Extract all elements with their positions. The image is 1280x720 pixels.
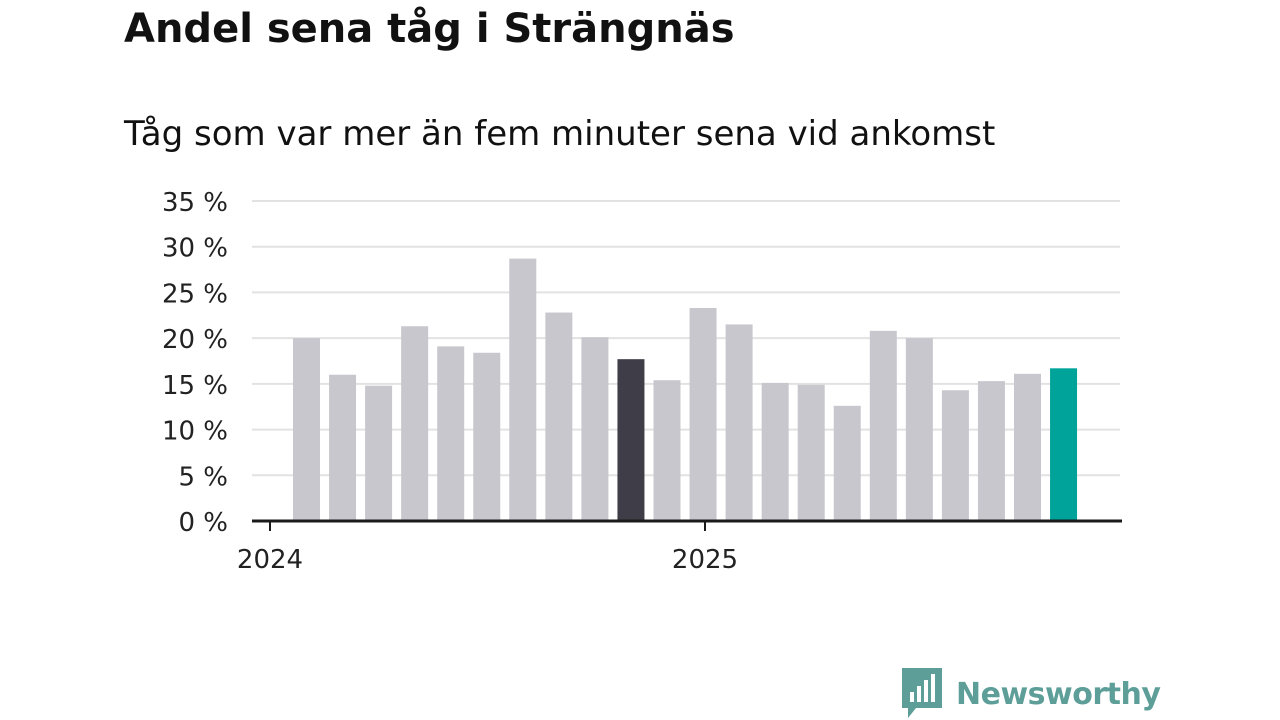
bar xyxy=(725,324,753,521)
y-tick-label: 15 % xyxy=(162,371,228,401)
bar xyxy=(1050,368,1078,521)
bar xyxy=(977,381,1005,521)
chart-subtitle: Tåg som var mer än fem minuter sena vid … xyxy=(124,114,996,154)
bar xyxy=(797,384,825,521)
y-tick-label: 10 % xyxy=(162,417,228,447)
y-tick-label: 25 % xyxy=(162,279,228,309)
y-tick-label: 30 % xyxy=(162,234,228,264)
brand-logo: Newsworthy xyxy=(902,668,1161,720)
y-axis-ticks: 0 % 5 % 10 % 15 % 20 % 25 % 30 % 35 % xyxy=(162,188,228,538)
brand-name: Newsworthy xyxy=(956,676,1161,712)
y-tick-label: 5 % xyxy=(178,462,228,492)
x-tick-label: 2025 xyxy=(672,545,738,575)
bar xyxy=(941,390,969,521)
bar xyxy=(329,374,357,521)
bars xyxy=(293,258,1078,521)
x-tick-label: 2024 xyxy=(237,545,303,575)
y-tick-label: 20 % xyxy=(162,325,228,355)
bar xyxy=(653,380,681,521)
bar-chart: 0 % 5 % 10 % 15 % 20 % 25 % 30 % 35 % 2024 2025 xyxy=(162,188,1122,575)
gridlines xyxy=(252,200,1120,477)
y-tick-label: 0 % xyxy=(178,508,228,538)
bar xyxy=(1014,373,1041,521)
bar xyxy=(365,385,393,521)
bar xyxy=(545,312,573,521)
y-tick-label: 35 % xyxy=(162,188,228,218)
bar xyxy=(293,338,320,521)
bar xyxy=(437,346,465,521)
chart-title: Andel sena tåg i Strängnäs xyxy=(124,6,735,52)
bar xyxy=(401,326,429,521)
bar xyxy=(473,352,501,521)
bar xyxy=(581,337,609,521)
bar xyxy=(761,382,789,521)
bar-chart-speech-bubble-icon xyxy=(902,668,942,718)
bar xyxy=(833,405,861,521)
bar xyxy=(617,359,645,521)
bar xyxy=(689,307,717,521)
bar xyxy=(869,330,897,521)
bar xyxy=(905,338,933,521)
bar xyxy=(509,258,537,521)
x-axis: 2024 2025 xyxy=(237,519,1122,575)
